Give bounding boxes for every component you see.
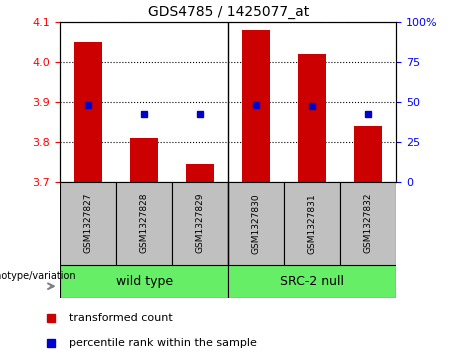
Bar <box>60 182 116 265</box>
Text: GSM1327831: GSM1327831 <box>308 193 317 254</box>
Text: genotype/variation: genotype/variation <box>0 272 76 281</box>
Text: GSM1327830: GSM1327830 <box>252 193 261 254</box>
Bar <box>242 30 270 181</box>
Bar <box>60 265 228 298</box>
Bar <box>228 265 396 298</box>
Bar <box>74 42 102 182</box>
Text: GSM1327832: GSM1327832 <box>364 193 373 253</box>
Bar <box>186 163 214 182</box>
Text: transformed count: transformed count <box>69 313 173 323</box>
Bar <box>130 138 158 182</box>
Bar <box>172 182 228 265</box>
Bar <box>284 182 340 265</box>
Text: percentile rank within the sample: percentile rank within the sample <box>69 338 257 348</box>
Bar <box>340 182 396 265</box>
Bar <box>116 182 172 265</box>
Title: GDS4785 / 1425077_at: GDS4785 / 1425077_at <box>148 5 309 19</box>
Bar <box>355 126 383 182</box>
Text: SRC-2 null: SRC-2 null <box>280 275 344 288</box>
Bar <box>298 54 326 182</box>
Bar <box>228 182 284 265</box>
Text: wild type: wild type <box>116 275 172 288</box>
Text: GSM1327827: GSM1327827 <box>83 193 93 253</box>
Text: GSM1327829: GSM1327829 <box>195 193 205 253</box>
Text: GSM1327828: GSM1327828 <box>140 193 148 253</box>
